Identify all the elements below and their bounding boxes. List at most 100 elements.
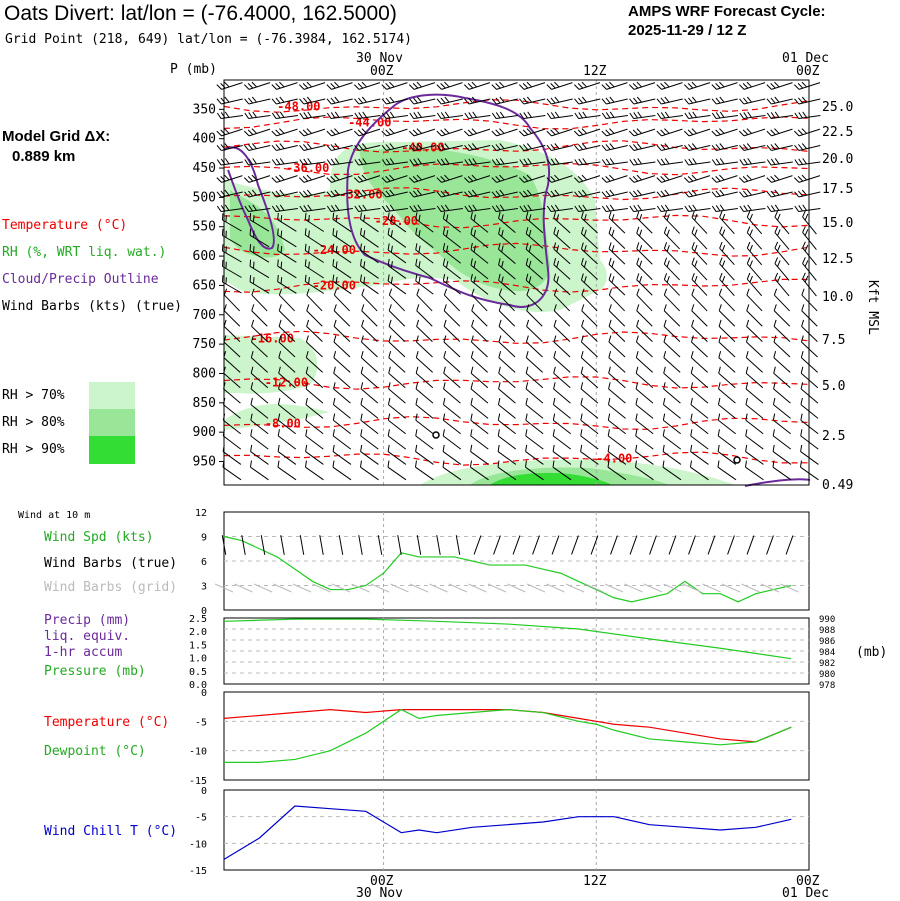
barb-flag <box>298 177 305 183</box>
barb-staff <box>553 419 571 435</box>
wind-barb <box>250 351 269 373</box>
wind-barb <box>221 244 242 263</box>
wind-barb <box>662 397 681 419</box>
barb-staff <box>606 175 628 183</box>
wind-barb <box>498 351 516 373</box>
wind-barb <box>387 258 407 279</box>
wind-barb <box>628 174 656 183</box>
barb-flag <box>277 413 281 421</box>
barb-flag <box>743 97 749 104</box>
barb-flag <box>799 460 802 468</box>
barb-flag <box>522 129 529 136</box>
wind-barb <box>415 227 434 249</box>
barb-flag <box>747 204 752 211</box>
barb-staff <box>663 325 681 343</box>
wind-barb <box>354 158 381 166</box>
barb-staff <box>388 310 406 327</box>
barb-flag <box>711 159 717 166</box>
barb-flag <box>299 112 305 119</box>
barb-staff <box>581 310 598 327</box>
barb-flag <box>774 257 779 264</box>
barb-flag <box>415 382 419 390</box>
wind-barb <box>326 111 353 120</box>
wind-barb <box>690 366 709 389</box>
wind-barb <box>250 366 269 389</box>
barb-flag <box>467 83 474 89</box>
barb-flag <box>601 84 607 90</box>
temp-panel-ytick: 0 <box>201 688 207 699</box>
grid-barb-staff <box>526 583 546 593</box>
barb-staff <box>470 388 489 404</box>
barb-staff <box>746 310 763 327</box>
wind-barb <box>580 429 599 450</box>
barb-flag <box>464 159 470 166</box>
barb-flag <box>611 260 615 268</box>
barb-flag <box>412 176 419 182</box>
windchill-panel-ytick: -15 <box>189 866 207 877</box>
barb-flag <box>629 144 635 151</box>
barb-flag <box>688 97 694 104</box>
surface-barb-staff <box>397 535 402 555</box>
wind-barb <box>491 111 518 120</box>
barb-flag <box>299 98 305 105</box>
barb-flag <box>635 335 639 343</box>
wind-barb <box>359 227 379 248</box>
barb-flag <box>279 128 285 134</box>
barb-flag <box>608 319 612 327</box>
barb-staff <box>386 82 408 90</box>
wind-barb <box>773 335 791 358</box>
wind-barb <box>470 366 489 389</box>
barb-flag <box>304 228 307 236</box>
wind-barb <box>601 204 628 213</box>
wind-barb <box>360 413 379 435</box>
barb-flag <box>556 245 560 252</box>
wind-barb <box>552 460 572 481</box>
barb-flag <box>470 429 473 436</box>
barb-flag <box>574 191 580 198</box>
wind-barb <box>574 189 601 198</box>
barb-flag <box>766 144 772 151</box>
barb-flag <box>718 288 723 296</box>
barb-staff <box>663 232 681 250</box>
wind-barb <box>470 335 488 358</box>
wind-barb <box>719 257 735 281</box>
barb-flag <box>498 273 501 281</box>
barb-staff <box>553 310 571 327</box>
barb-flag <box>387 460 390 468</box>
barb-flag <box>746 81 753 88</box>
height-tick-label: 10.0 <box>822 290 853 305</box>
legend-cloud: Cloud/Precip Outline <box>2 272 159 287</box>
grid-barb-staff <box>468 583 487 593</box>
barb-flag <box>773 319 777 327</box>
barb-flag <box>381 112 387 119</box>
barb-flag <box>275 205 281 212</box>
barb-staff <box>773 357 791 373</box>
surface-wind-barb <box>668 535 677 555</box>
barb-flag <box>711 98 717 105</box>
barb-flag <box>690 366 694 374</box>
barb-flag <box>277 429 280 436</box>
wind-barb <box>463 81 491 90</box>
wind-barb <box>443 335 461 358</box>
barb-staff <box>250 404 269 419</box>
barb-staff <box>690 451 709 465</box>
barb-flag <box>746 288 750 296</box>
barb-staff <box>745 435 764 450</box>
barb-staff <box>633 82 656 90</box>
barb-flag <box>326 130 332 137</box>
wind-barb <box>574 111 601 120</box>
barb-staff <box>691 232 708 250</box>
barb-staff <box>443 341 461 358</box>
barb-flag <box>307 111 312 118</box>
barb-flag <box>381 130 387 137</box>
wind-barb <box>718 382 736 404</box>
barb-flag <box>470 335 474 343</box>
barb-staff <box>222 435 242 450</box>
barb-flag <box>582 204 587 211</box>
temp-panel-ytick: -5 <box>195 717 207 728</box>
barb-staff <box>222 466 242 481</box>
barb-flag <box>221 228 224 236</box>
wind-barb <box>415 351 434 373</box>
barb-flag <box>554 158 560 165</box>
barb-flag <box>243 84 250 90</box>
